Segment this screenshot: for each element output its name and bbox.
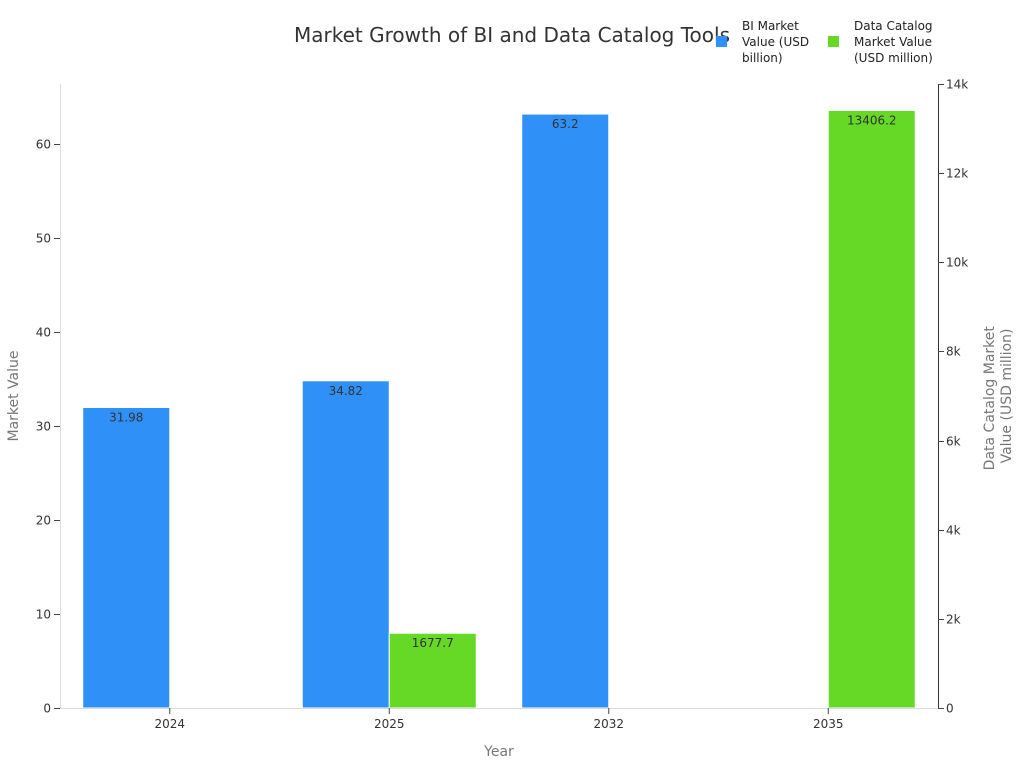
- y2-tick-label: 10k: [946, 256, 968, 270]
- y-tick-label: 50: [36, 232, 51, 246]
- bar-data-label: 13406.2: [847, 113, 897, 127]
- y-axis-title: Market Value: [6, 350, 22, 441]
- bar: [827, 109, 916, 709]
- bar-data-label: 34.82: [329, 384, 363, 398]
- y-tick-label: 0: [43, 702, 51, 716]
- chart-title: Market Growth of BI and Data Catalog Too…: [294, 23, 730, 47]
- legend-entry: BI Market Value (USD billion): [742, 19, 809, 65]
- y-axis-ticks: 0 10 20 30 40 50 60: [36, 138, 60, 716]
- x-tick-label: 2035: [813, 717, 844, 731]
- y-tick-label: 60: [36, 138, 51, 152]
- legend-entry-line: BI Market: [742, 19, 799, 33]
- y-tick-label: 30: [36, 420, 51, 434]
- y2-tick-label: 6k: [946, 435, 961, 449]
- x-tick-label: 2025: [374, 717, 405, 731]
- y2-tick-label: 12k: [946, 167, 968, 181]
- legend: BI Market Value (USD billion) Data Catalog M…: [716, 19, 933, 65]
- y2-tick-label: 14k: [946, 78, 968, 92]
- legend-entry-line: (USD million): [854, 51, 933, 65]
- legend-swatch: [716, 36, 727, 47]
- legend-entry-line: Data Catalog: [854, 19, 933, 33]
- y2-tick-label: 2k: [946, 613, 961, 627]
- bar: [82, 406, 171, 709]
- bar-data-label: 1677.7: [412, 636, 454, 650]
- y2-tick-label: 8k: [946, 345, 961, 359]
- y2-axis-ticks: 0 2k 4k 6k 8k 10k 12k 14k: [938, 78, 968, 716]
- bar-data-label: 63.2: [552, 117, 579, 131]
- y2-tick-label: 4k: [946, 524, 961, 538]
- plot-area: 31.98 34.82 63.2 1677.7 13406.2: [82, 109, 916, 709]
- x-tick-label: 2032: [593, 717, 624, 731]
- y-tick-label: 40: [36, 326, 51, 340]
- y2-axis-title-line: Data Catalog Market: [982, 326, 998, 471]
- x-tick-label: 2024: [154, 717, 185, 731]
- x-axis-title: Year: [483, 744, 514, 760]
- legend-swatch: [828, 36, 839, 47]
- legend-entry-line: Value (USD: [742, 35, 809, 49]
- y2-axis-title-line: Value (USD million): [999, 329, 1015, 464]
- y-tick-label: 20: [36, 514, 51, 528]
- x-axis-ticks: 2024 2025 2032 2035: [154, 708, 844, 731]
- legend-entry-line: Market Value: [854, 35, 932, 49]
- bar-data-label: 31.98: [109, 410, 143, 424]
- bar: [388, 632, 477, 709]
- legend-entry-line: billion): [742, 51, 783, 65]
- y2-tick-label: 0: [946, 702, 954, 716]
- y2-axis-title: Data Catalog Market Value (USD million): [982, 322, 1015, 471]
- bar: [521, 113, 610, 709]
- legend-entry: Data Catalog Market Value (USD million): [854, 19, 933, 65]
- y-tick-label: 10: [36, 608, 51, 622]
- bar: [301, 380, 390, 709]
